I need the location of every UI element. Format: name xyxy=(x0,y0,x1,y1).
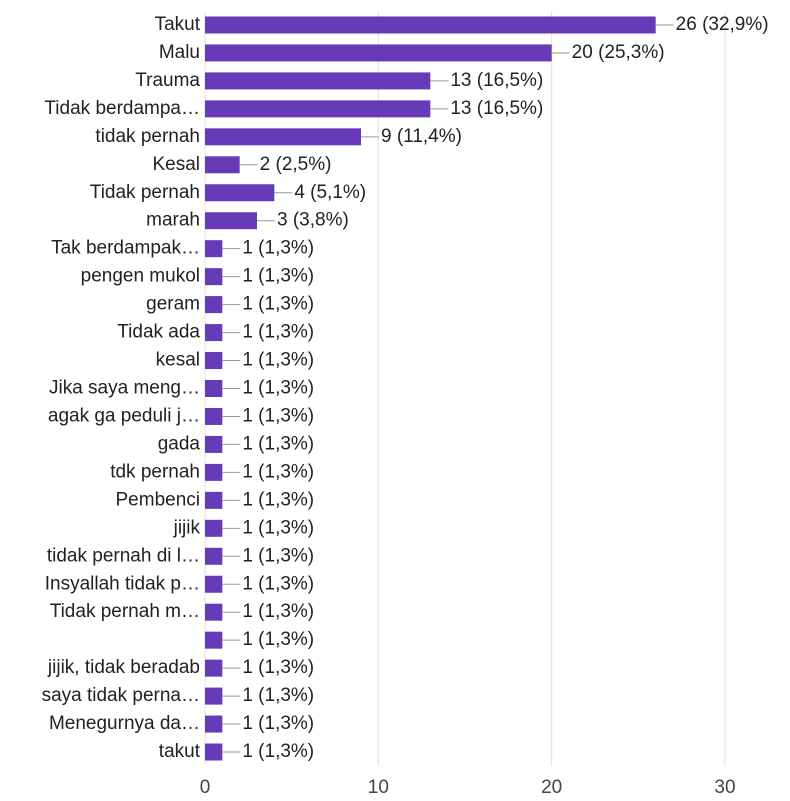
x-tick-label: 30 xyxy=(714,777,735,798)
value-label: 1 (1,3%) xyxy=(242,657,314,678)
bar xyxy=(205,380,223,397)
bar xyxy=(205,491,223,509)
x-tick-label: 10 xyxy=(368,777,389,798)
value-label: 26 (32,9%) xyxy=(676,14,769,35)
value-label: 1 (1,3%) xyxy=(242,378,314,399)
y-tick-label: saya tidak perna… xyxy=(42,685,200,706)
y-tick-label: Malu xyxy=(159,42,200,63)
bar xyxy=(205,352,223,370)
value-label: 20 (25,3%) xyxy=(572,42,665,63)
value-label: 1 (1,3%) xyxy=(242,266,314,287)
value-label: 1 (1,3%) xyxy=(242,573,314,594)
value-label: 13 (16,5%) xyxy=(450,70,543,91)
x-tick-label: 0 xyxy=(200,777,211,798)
y-tick-label: Jika saya meng… xyxy=(49,378,200,399)
y-tick-label: tidak pernah di l… xyxy=(47,545,200,566)
bar xyxy=(205,659,223,677)
value-label: 1 (1,3%) xyxy=(242,629,314,650)
bar xyxy=(205,407,223,425)
y-tick-label: geram xyxy=(146,294,200,315)
value-label: 4 (5,1%) xyxy=(294,182,366,203)
bar xyxy=(205,240,223,258)
bar xyxy=(205,687,223,705)
bar xyxy=(205,44,552,62)
y-tick-label: agak ga peduli j… xyxy=(48,405,200,426)
y-tick-label: kesal xyxy=(156,350,200,371)
bar xyxy=(205,212,257,230)
y-tick-label: Kesal xyxy=(152,154,200,175)
bar xyxy=(205,100,431,118)
y-tick-label: marah xyxy=(146,210,200,231)
value-label: 3 (3,8%) xyxy=(277,210,349,231)
y-tick-label: tdk pernah xyxy=(110,461,200,482)
bar xyxy=(205,603,223,621)
y-tick-label: Tidak pernah xyxy=(90,182,200,203)
bar xyxy=(205,519,223,537)
bar xyxy=(205,268,223,286)
bar xyxy=(205,156,240,174)
y-tick-label: gada xyxy=(158,433,201,454)
value-label: 2 (2,5%) xyxy=(260,154,332,175)
value-label: 1 (1,3%) xyxy=(242,741,314,762)
y-tick-label: Insyallah tidak p… xyxy=(45,573,200,594)
value-label: 1 (1,3%) xyxy=(242,461,314,482)
bar xyxy=(205,324,223,342)
x-tick-label: 20 xyxy=(541,777,562,798)
y-tick-label: jijik xyxy=(173,517,201,538)
bar xyxy=(205,16,656,34)
value-label: 1 (1,3%) xyxy=(242,322,314,343)
bar xyxy=(205,463,223,481)
value-label: 9 (11,4%) xyxy=(381,126,462,147)
value-label: 1 (1,3%) xyxy=(242,713,314,734)
value-label: 1 (1,3%) xyxy=(242,545,314,566)
y-tick-label: tidak pernah xyxy=(95,126,200,147)
value-label: 1 (1,3%) xyxy=(242,685,314,706)
y-tick-label: pengen mukol xyxy=(81,266,200,287)
y-tick-label: Takut xyxy=(155,14,201,35)
value-label: 1 (1,3%) xyxy=(242,350,314,371)
value-label: 1 (1,3%) xyxy=(242,601,314,622)
y-tick-label: Tak berdampak… xyxy=(51,238,200,259)
value-label: 1 (1,3%) xyxy=(242,405,314,426)
value-label: 1 (1,3%) xyxy=(242,517,314,538)
value-label: 13 (16,5%) xyxy=(450,98,543,119)
bar xyxy=(205,547,223,565)
bar xyxy=(205,715,223,733)
y-tick-label: Tidak ada xyxy=(117,322,200,343)
y-tick-label: Tidak berdampa… xyxy=(44,98,200,119)
value-label: 1 (1,3%) xyxy=(242,238,314,259)
value-label: 1 (1,3%) xyxy=(242,433,314,454)
y-tick-label: takut xyxy=(159,741,201,762)
value-label: 1 (1,3%) xyxy=(242,294,314,315)
y-tick-label: jijik, tidak beradab xyxy=(47,657,200,678)
y-tick-label: Menegurnya da… xyxy=(49,713,200,734)
value-label: 1 (1,3%) xyxy=(242,489,314,510)
bar xyxy=(205,296,223,314)
bar xyxy=(205,575,223,593)
y-tick-label: Pembenci xyxy=(116,489,201,510)
bar xyxy=(205,631,223,649)
bar xyxy=(205,184,275,202)
bar xyxy=(205,128,361,146)
bar xyxy=(205,435,223,453)
y-tick-label: Tidak pernah m… xyxy=(50,601,200,622)
y-tick-label: Trauma xyxy=(135,70,200,91)
bar xyxy=(205,743,223,761)
bar xyxy=(205,72,431,90)
